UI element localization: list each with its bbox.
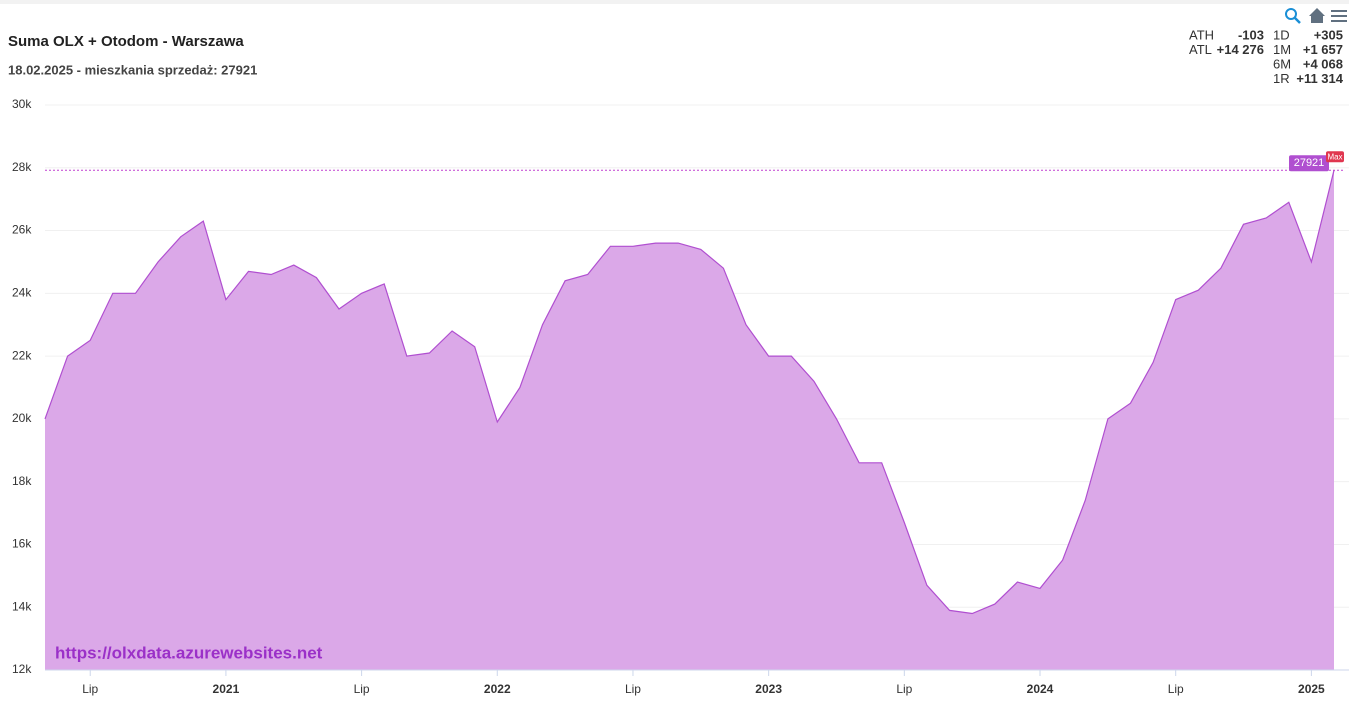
y-tick-label: 30k bbox=[12, 97, 32, 111]
stat-value: +14 276 bbox=[1217, 42, 1264, 57]
x-tick-label: Lip bbox=[896, 682, 912, 696]
max-tag: Max bbox=[1327, 152, 1342, 161]
line bbox=[44, 170, 1335, 615]
max-label: 27921 bbox=[1294, 157, 1325, 169]
stat-value: +305 bbox=[1314, 27, 1343, 42]
y-tick-label: 24k bbox=[12, 286, 32, 300]
top-shadow bbox=[0, 0, 1349, 4]
x-tick-label: Lip bbox=[354, 682, 370, 696]
stat-label: 1D bbox=[1273, 27, 1290, 42]
y-tick-label: 16k bbox=[12, 537, 32, 551]
plot-area bbox=[44, 104, 1349, 671]
y-tick-label: 26k bbox=[12, 223, 32, 237]
stat-label: 6M bbox=[1273, 56, 1291, 71]
stat-label: 1R bbox=[1273, 71, 1290, 86]
area bbox=[45, 170, 1334, 671]
chart-subtitle: 18.02.2025 - mieszkania sprzedaż: 27921 bbox=[8, 62, 257, 77]
stat-label: ATL bbox=[1189, 42, 1212, 57]
stat-value: +1 657 bbox=[1303, 42, 1343, 57]
stat-label: 1M bbox=[1273, 42, 1291, 57]
max-tag-bg bbox=[1326, 151, 1344, 163]
x-tick-label: 2022 bbox=[484, 682, 511, 696]
y-tick-label: 22k bbox=[12, 348, 32, 362]
y-tick-label: 12k bbox=[12, 662, 32, 676]
y-tick-label: 20k bbox=[12, 411, 32, 425]
x-tick-label: 2025 bbox=[1298, 682, 1325, 696]
home-icon[interactable] bbox=[1309, 8, 1325, 23]
x-tick-label: 2024 bbox=[1027, 682, 1054, 696]
x-tick-label: 2023 bbox=[755, 682, 782, 696]
x-tick-label: 2021 bbox=[213, 682, 240, 696]
y-tick-label: 28k bbox=[12, 160, 32, 174]
zoom-icon[interactable] bbox=[1285, 8, 1301, 24]
stat-label: ATH bbox=[1189, 27, 1214, 42]
watermark: https://olxdata.azurewebsites.net bbox=[55, 643, 323, 662]
stat-value: -103 bbox=[1238, 27, 1264, 42]
menu-icon[interactable] bbox=[1331, 10, 1347, 22]
x-tick-label: Lip bbox=[1168, 682, 1184, 696]
x-tick-label: Lip bbox=[82, 682, 98, 696]
stat-value: +4 068 bbox=[1303, 56, 1343, 71]
y-tick-label: 18k bbox=[12, 474, 32, 488]
stat-value: +11 314 bbox=[1296, 71, 1343, 86]
max-label-bg bbox=[1289, 155, 1329, 172]
x-tick-label: Lip bbox=[625, 682, 641, 696]
y-tick-label: 14k bbox=[12, 599, 32, 613]
chart-title: Suma OLX + Otodom - Warszawa bbox=[8, 33, 244, 50]
